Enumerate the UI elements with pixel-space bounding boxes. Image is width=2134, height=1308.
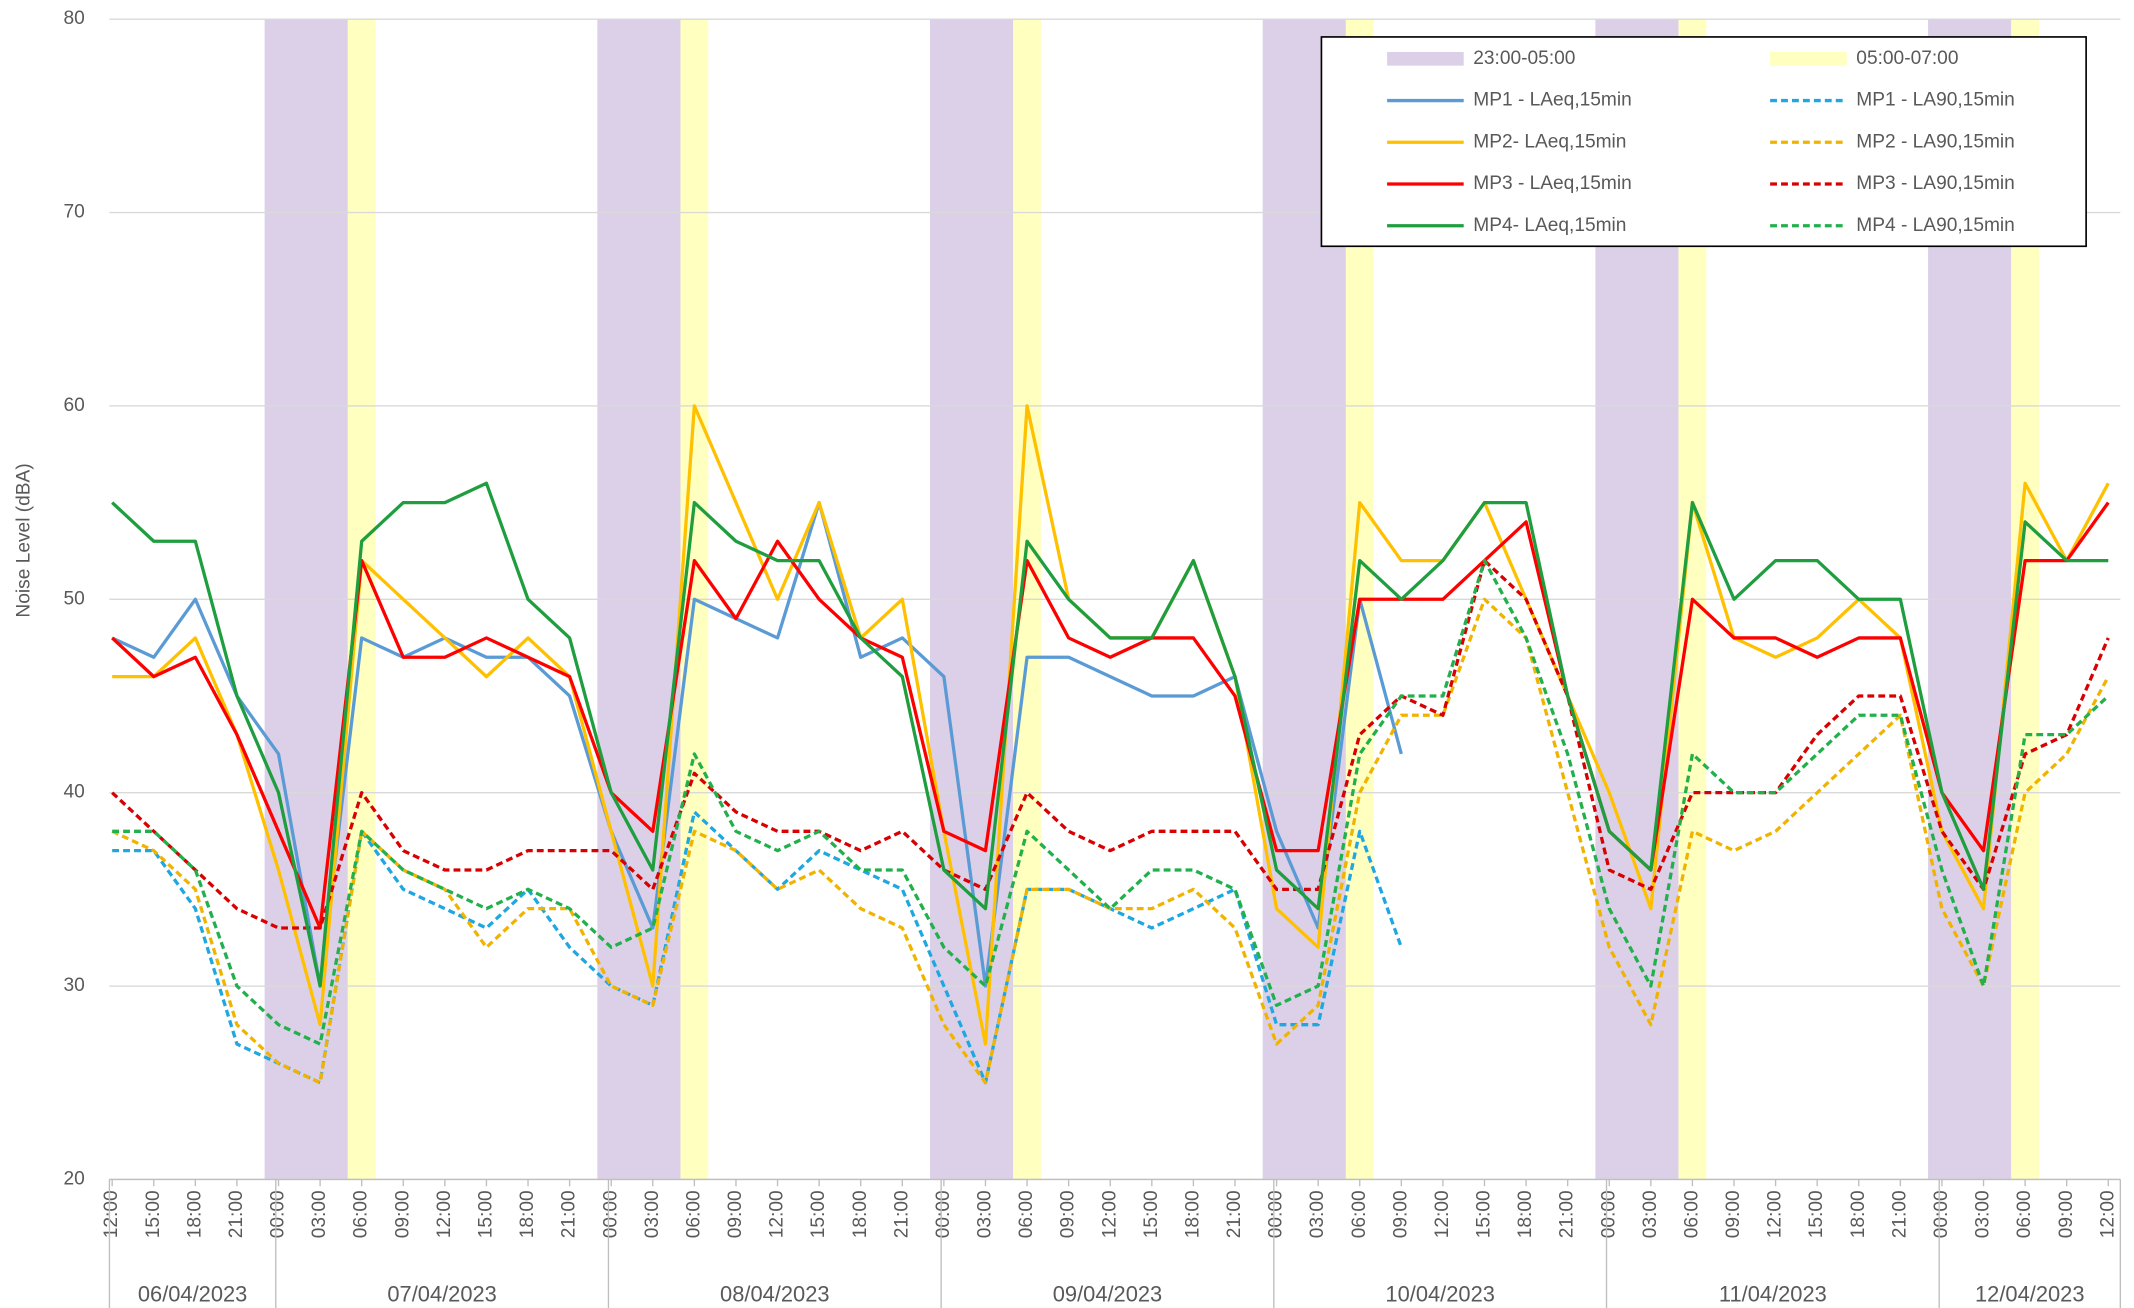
x-tick-label: 06:00 <box>683 1190 704 1238</box>
x-tick-label: 12:00 <box>101 1190 122 1238</box>
y-tick-label: 40 <box>64 782 85 803</box>
x-tick-label: 15:00 <box>1141 1190 1162 1238</box>
y-tick-label: 30 <box>64 975 85 996</box>
x-tick-label: 21:00 <box>891 1190 912 1238</box>
x-tick-label: 00:00 <box>933 1190 954 1238</box>
x-tick-label: 21:00 <box>1889 1190 1910 1238</box>
x-group-label: 11/04/2023 <box>1719 1281 1827 1306</box>
x-tick-label: 06:00 <box>1349 1190 1370 1238</box>
x-tick-label: 12:00 <box>1432 1190 1453 1238</box>
y-tick-label: 80 <box>64 8 85 29</box>
x-group-label: 08/04/2023 <box>720 1281 829 1306</box>
x-tick-label: 03:00 <box>1973 1190 1994 1238</box>
x-tick-label: 03:00 <box>1640 1190 1661 1238</box>
x-tick-label: 03:00 <box>1307 1190 1328 1238</box>
x-tick-label: 15:00 <box>808 1190 829 1238</box>
x-tick-label: 18:00 <box>1182 1190 1203 1238</box>
x-tick-label: 21:00 <box>226 1190 247 1238</box>
x-tick-label: 12:00 <box>434 1190 455 1238</box>
x-tick-label: 09:00 <box>1058 1190 1079 1238</box>
x-tick-label: 18:00 <box>184 1190 205 1238</box>
x-tick-label: 00:00 <box>600 1190 621 1238</box>
x-tick-label: 09:00 <box>2056 1190 2077 1238</box>
legend-label: 23:00-05:00 <box>1473 48 1575 69</box>
x-tick-label: 15:00 <box>1474 1190 1495 1238</box>
x-group-label: 07/04/2023 <box>387 1281 496 1306</box>
legend-swatch <box>1770 51 1847 66</box>
x-tick-label: 09:00 <box>392 1190 413 1238</box>
x-tick-label: 12:00 <box>2097 1190 2118 1238</box>
x-tick-label: 21:00 <box>1224 1190 1245 1238</box>
series-line <box>111 481 2109 988</box>
x-tick-label: 00:00 <box>268 1190 289 1238</box>
series-line <box>111 597 2110 1085</box>
x-tick-label: 09:00 <box>1390 1190 1411 1238</box>
x-tick-label: 09:00 <box>725 1190 746 1238</box>
x-tick-label: 06:00 <box>1016 1190 1037 1238</box>
x-tick-label: 09:00 <box>1723 1190 1744 1238</box>
legend-label: MP4- LAeq,15min <box>1473 215 1626 236</box>
x-tick-label: 21:00 <box>1557 1190 1578 1238</box>
y-tick-label: 70 <box>64 202 85 223</box>
x-tick-label: 21:00 <box>559 1190 580 1238</box>
y-axis-label: Noise Level (dBA) <box>14 463 35 617</box>
x-tick-label: 18:00 <box>1515 1190 1536 1238</box>
legend-label: MP1 - LA90,15min <box>1856 90 2015 111</box>
legend-label: MP2 - LA90,15min <box>1856 131 2015 152</box>
x-tick-label: 00:00 <box>1931 1190 1952 1238</box>
legend-swatch <box>1387 51 1464 66</box>
legend-label: MP2- LAeq,15min <box>1473 131 1626 152</box>
y-tick-label: 20 <box>64 1168 85 1189</box>
x-tick-label: 18:00 <box>517 1190 538 1238</box>
x-tick-label: 15:00 <box>1806 1190 1827 1238</box>
x-tick-label: 12:00 <box>1099 1190 1120 1238</box>
x-tick-label: 06:00 <box>2014 1190 2035 1238</box>
series-line <box>112 558 2110 1046</box>
legend-label: MP4 - LA90,15min <box>1856 215 2015 236</box>
x-group-label: 09/04/2023 <box>1053 1281 1162 1306</box>
x-tick-label: 03:00 <box>975 1190 996 1238</box>
series-line <box>111 501 2110 930</box>
legend-label: 05:00-07:00 <box>1856 48 1958 69</box>
legend-label: MP3 - LAeq,15min <box>1473 173 1632 194</box>
x-tick-label: 00:00 <box>1598 1190 1619 1238</box>
x-tick-label: 18:00 <box>850 1190 871 1238</box>
x-tick-label: 00:00 <box>1266 1190 1287 1238</box>
x-tick-label: 15:00 <box>476 1190 497 1238</box>
legend: 23:00-05:00 05:00-07:00 MP1 - LAeq,15min MP… <box>1320 36 2087 248</box>
legend-label: MP3 - LA90,15min <box>1856 173 2015 194</box>
x-tick-label: 03:00 <box>642 1190 663 1238</box>
y-tick-label: 60 <box>64 395 85 416</box>
legend-label: MP1 - LAeq,15min <box>1473 90 1632 111</box>
x-tick-label: 18:00 <box>1848 1190 1869 1238</box>
x-tick-label: 03:00 <box>309 1190 330 1238</box>
x-group-label: 10/04/2023 <box>1385 1281 1494 1306</box>
x-tick-label: 12:00 <box>767 1190 788 1238</box>
x-tick-label: 06:00 <box>1681 1190 1702 1238</box>
x-tick-label: 12:00 <box>1765 1190 1786 1238</box>
x-group-label: 12/04/2023 <box>1975 1281 2084 1306</box>
x-group-label: 06/04/2023 <box>138 1281 247 1306</box>
y-tick-label: 50 <box>64 588 85 609</box>
x-tick-label: 15:00 <box>143 1190 164 1238</box>
x-tick-label: 06:00 <box>351 1190 372 1238</box>
